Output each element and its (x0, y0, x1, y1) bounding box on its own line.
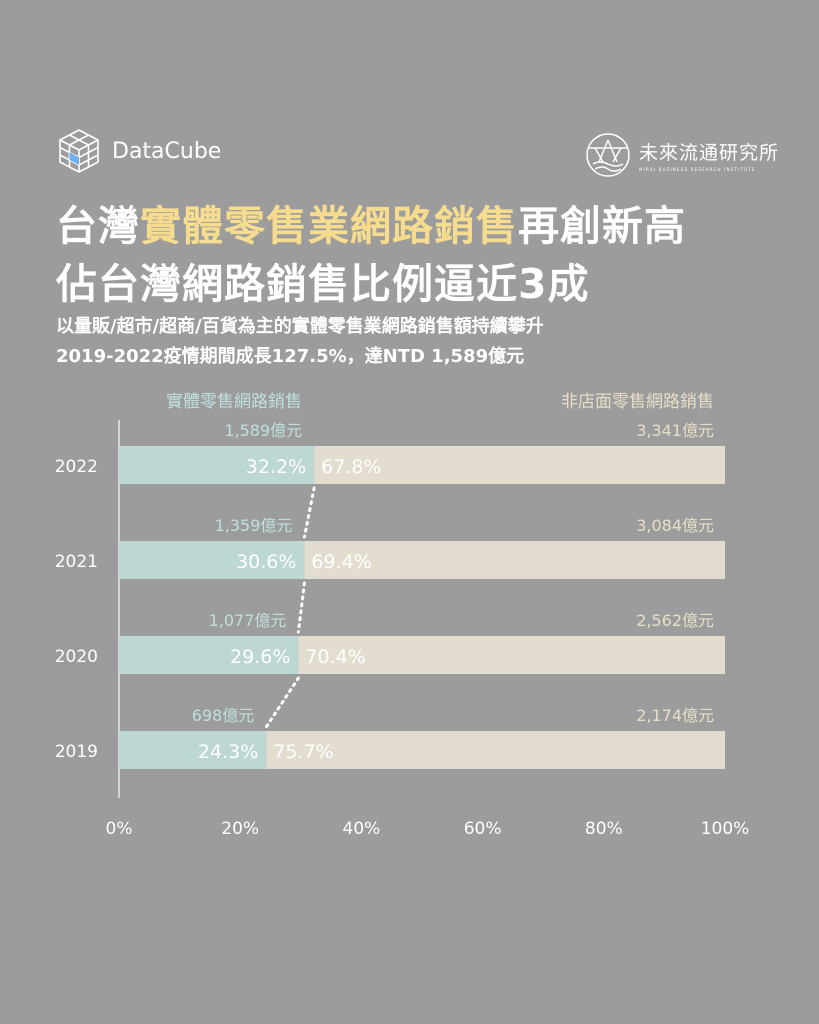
bar-nonstore (314, 446, 725, 484)
legend-nonstore: 非店面零售網路銷售 (561, 392, 714, 412)
amount-physical: 1,589億元 (224, 421, 302, 440)
amount-physical: 698億元 (192, 706, 255, 725)
title-prefix: 台灣 (56, 202, 140, 250)
bar-nonstore (298, 636, 725, 674)
x-tick-label: 60% (464, 819, 502, 839)
amount-nonstore: 2,562億元 (636, 611, 714, 630)
x-tick-label: 0% (106, 819, 133, 839)
x-tick-label: 100% (701, 819, 750, 839)
x-tick-label: 20% (221, 819, 259, 839)
amount-physical: 1,359億元 (215, 516, 293, 535)
legend-physical: 實體零售網路銷售 (166, 392, 302, 412)
page-title-line1: 台灣實體零售業網路銷售再創新高 (56, 192, 686, 252)
bar-nonstore (266, 731, 725, 769)
connector-dotted-line (264, 676, 300, 729)
bar-physical (119, 636, 299, 674)
brand-name: DataCube (112, 138, 222, 164)
connector-dotted-line (296, 581, 306, 634)
pct-label-nonstore: 69.4% (311, 551, 371, 573)
pct-label-nonstore: 70.4% (305, 646, 365, 668)
title-highlight: 實體零售業網路銷售 (140, 202, 518, 250)
bar-physical (119, 731, 267, 769)
bar-physical (119, 446, 315, 484)
subtitle-line2: 2019-2022疫情期間成長127.5%，達NTD 1,589億元 (56, 346, 525, 367)
pct-label-nonstore: 75.7% (273, 741, 333, 763)
subtitle-line1: 以量販/超市/超商/百貨為主的實體零售業網路銷售額持續攀升 (56, 316, 544, 337)
pct-label-physical: 29.6% (230, 646, 290, 668)
year-label: 2022 (55, 457, 98, 477)
bar-physical (119, 541, 305, 579)
connector-dotted-line (302, 486, 316, 539)
bar-nonstore (304, 541, 725, 579)
pct-label-physical: 32.2% (246, 456, 306, 478)
year-label: 2021 (55, 552, 98, 572)
pct-label-physical: 24.3% (198, 741, 258, 763)
year-label: 2020 (55, 647, 98, 667)
pct-label-nonstore: 67.8% (321, 456, 381, 478)
stacked-bar-chart: 實體零售網路銷售 非店面零售網路銷售 2022 32.2% 67.8% 1,589億元 3,… (55, 392, 750, 839)
x-tick-label: 80% (585, 819, 623, 839)
circle-emblem-icon (586, 133, 630, 177)
amount-physical: 1,077億元 (209, 611, 287, 630)
pct-label-physical: 30.6% (236, 551, 296, 573)
org-name: 未來流通研究所 (638, 142, 779, 164)
amount-nonstore: 3,084億元 (636, 516, 714, 535)
org-logo: 未來流通研究所 MIRAI BUSINESS RESEARCH INSTITUT… (585, 132, 779, 178)
cube-grid-icon (59, 129, 99, 173)
amount-nonstore: 3,341億元 (636, 421, 714, 440)
datacube-logo: DataCube (56, 128, 221, 174)
org-subtitle: MIRAI BUSINESS RESEARCH INSTITUTE (638, 167, 756, 172)
year-label: 2019 (55, 742, 98, 762)
amount-nonstore: 2,174億元 (636, 706, 714, 725)
page-title-line2: 佔台灣網路銷售比例逼近3成 (56, 260, 590, 308)
title-suffix: 再創新高 (518, 202, 686, 250)
x-tick-label: 40% (343, 819, 381, 839)
